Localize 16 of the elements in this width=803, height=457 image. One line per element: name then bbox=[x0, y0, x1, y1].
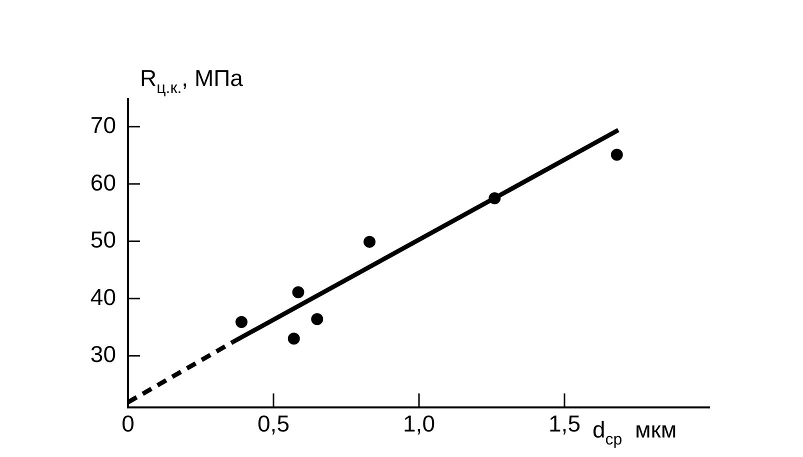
y-tick-label: 60 bbox=[90, 169, 116, 196]
y-tick-label: 50 bbox=[90, 226, 116, 253]
x-tick-label: 1,5 bbox=[548, 410, 580, 437]
y-tick-label: 70 bbox=[90, 112, 116, 138]
point bbox=[488, 192, 501, 204]
point bbox=[311, 313, 324, 326]
x-tick-label: 1,0 bbox=[403, 410, 435, 437]
point bbox=[235, 316, 248, 328]
point bbox=[610, 148, 623, 161]
y-tick-label: 40 bbox=[90, 284, 116, 310]
x-tick-label: 0 bbox=[122, 410, 134, 437]
y-tick-label: 30 bbox=[90, 341, 116, 368]
point bbox=[364, 236, 376, 248]
point bbox=[292, 286, 304, 298]
point bbox=[288, 332, 300, 345]
x-tick-label: 0,5 bbox=[258, 410, 290, 437]
